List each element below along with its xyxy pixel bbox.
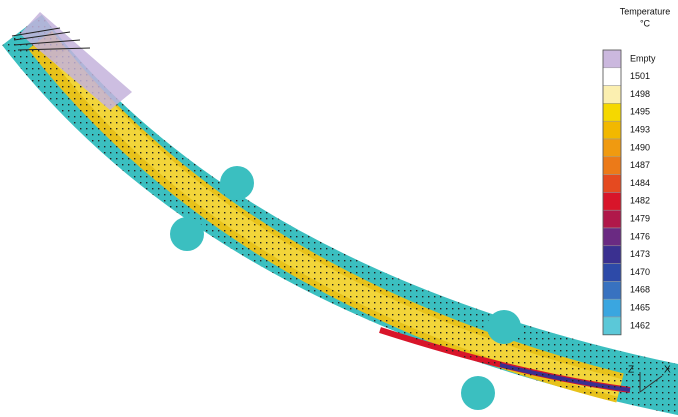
legend-label: 1479 — [630, 213, 650, 223]
roller — [220, 166, 254, 200]
legend-unit: °C — [640, 18, 651, 28]
axis-label: X — [664, 365, 671, 376]
legend-swatch — [603, 50, 621, 68]
legend-label: 1473 — [630, 249, 650, 259]
legend-swatch — [603, 228, 621, 246]
legend-swatch — [603, 121, 621, 139]
roller — [461, 376, 495, 410]
axis-label: Z — [628, 365, 634, 376]
simulation-canvas: Z X Temperature °C Empty 1501 1498 1495 1493… — [0, 0, 678, 417]
legend-swatch — [603, 281, 621, 299]
legend-swatch — [603, 192, 621, 210]
legend: Empty 1501 1498 1495 1493 1490 1487 1484 1482 147… — [603, 50, 656, 335]
legend-label: 1482 — [630, 196, 650, 206]
legend-swatch — [603, 86, 621, 104]
simulation-view: Z X Temperature °C Empty 1501 1498 1495 1493… — [0, 0, 678, 417]
legend-label: 1484 — [630, 178, 650, 188]
legend-swatch — [603, 317, 621, 335]
legend-label: 1490 — [630, 142, 650, 152]
legend-title: Temperature — [620, 6, 671, 16]
legend-swatch — [603, 299, 621, 317]
legend-label: 1468 — [630, 285, 650, 295]
legend-swatch — [603, 103, 621, 121]
legend-swatch — [603, 157, 621, 175]
legend-label: 1501 — [630, 71, 650, 81]
roller — [487, 310, 521, 344]
legend-label: 1470 — [630, 267, 650, 277]
legend-swatch — [603, 264, 621, 282]
legend-label: 1493 — [630, 124, 650, 134]
legend-label: 1462 — [630, 320, 650, 330]
legend-swatch — [603, 139, 621, 157]
legend-label: 1487 — [630, 160, 650, 170]
legend-swatch — [603, 246, 621, 264]
roller — [170, 217, 204, 251]
legend-swatch — [603, 68, 621, 86]
legend-swatch — [603, 175, 621, 193]
legend-label: Empty — [630, 53, 656, 63]
legend-label: 1495 — [630, 107, 650, 117]
legend-label: 1476 — [630, 231, 650, 241]
legend-swatch — [603, 210, 621, 228]
strand — [12, 12, 678, 392]
legend-label: 1498 — [630, 89, 650, 99]
legend-label: 1465 — [630, 302, 650, 312]
